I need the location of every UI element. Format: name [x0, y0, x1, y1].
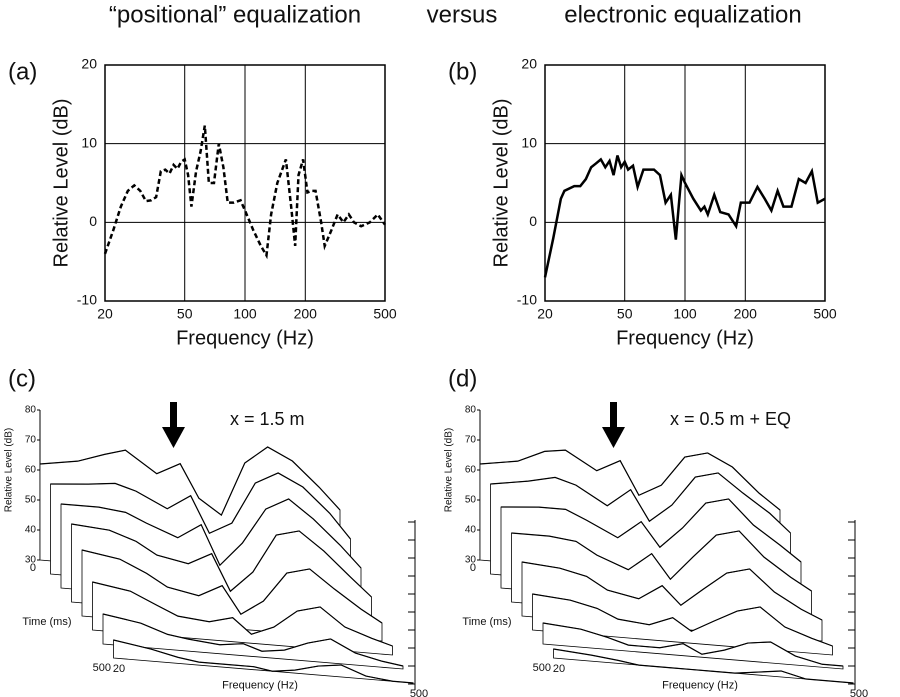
- y-tick-label: 0: [89, 213, 97, 229]
- z-tick-label: 80: [25, 405, 37, 416]
- y-tick-label: 20: [521, 56, 537, 72]
- slice-line: [60, 498, 362, 569]
- slice-line: [490, 472, 791, 534]
- arrow-shaft: [170, 402, 177, 428]
- time-axis-label: Time (ms): [22, 616, 71, 628]
- x-tick-label: 100: [233, 306, 257, 322]
- slice-line: [553, 648, 854, 684]
- x-tick-label: 20: [97, 306, 113, 322]
- z-tick-label: 60: [465, 465, 477, 476]
- y-tick-label: 0: [529, 213, 537, 229]
- data-line: [543, 155, 826, 278]
- slice-line: [71, 523, 372, 598]
- arrow-head: [162, 427, 185, 448]
- annotation: x = 0.5 m + EQ: [670, 409, 791, 429]
- y-axis-label: Relative Level (dB): [4, 428, 15, 512]
- z-tick-label: 50: [25, 495, 37, 506]
- z-tick-label: 50: [465, 495, 477, 506]
- header-right: electronic equalization: [564, 1, 801, 28]
- x-axis-label: Frequency (Hz): [176, 327, 314, 349]
- y-tick-label: 10: [81, 134, 97, 150]
- y-axis-label: Relative Level (dB): [50, 99, 72, 268]
- y-tick-label: -10: [517, 292, 537, 308]
- x-tick-label: 50: [617, 306, 633, 322]
- slice-line: [81, 549, 383, 624]
- time-tick-label: 0: [470, 562, 476, 574]
- plot-frame: [544, 64, 826, 302]
- panel-label: (d): [448, 365, 477, 392]
- header-left: “positional” equalization: [109, 1, 361, 28]
- z-tick-label: 70: [465, 435, 477, 446]
- annotation: x = 1.5 m: [230, 409, 305, 429]
- data-line: [103, 125, 387, 260]
- plot-frame: [104, 64, 386, 302]
- slice-line: [39, 446, 341, 517]
- y-tick-label: -10: [77, 292, 97, 308]
- x-tick-label: 50: [177, 306, 193, 322]
- y-axis-label: Relative Level (dB): [490, 99, 512, 268]
- x-axis-label: Frequency (Hz): [222, 679, 298, 691]
- z-tick-label: 70: [25, 435, 37, 446]
- slice-line: [542, 622, 844, 667]
- x-tick-label: 20: [553, 663, 565, 675]
- y-tick-label: 20: [81, 56, 97, 72]
- x-tick-label: 500: [373, 306, 397, 322]
- z-tick-label: 60: [25, 465, 37, 476]
- x-tick-label: 100: [673, 306, 697, 322]
- x-axis-label: Frequency (Hz): [662, 679, 738, 691]
- z-tick-label: 30: [465, 555, 477, 566]
- x-tick-label: 500: [410, 688, 428, 697]
- arrow-head: [602, 427, 625, 448]
- slice-line: [500, 498, 802, 563]
- arrow-shaft: [610, 402, 617, 428]
- slice-line: [479, 449, 781, 511]
- x-tick-label: 200: [294, 306, 318, 322]
- time-tick-label: 0: [30, 562, 36, 574]
- header-middle: versus: [427, 1, 498, 28]
- x-tick-label: 20: [537, 306, 553, 322]
- panel-label: (a): [8, 58, 37, 85]
- x-tick-label: 20: [113, 663, 125, 675]
- z-tick-label: 30: [25, 555, 37, 566]
- slice-line: [102, 613, 404, 667]
- slice-line: [532, 593, 833, 647]
- z-tick-label: 80: [465, 405, 477, 416]
- time-axis-label: Time (ms): [462, 616, 511, 628]
- time-tick-label: 500: [93, 662, 111, 674]
- x-tick-label: 500: [850, 688, 868, 697]
- z-tick-label: 40: [25, 525, 37, 536]
- time-tick-label: 500: [533, 662, 551, 674]
- slice-line: [511, 530, 812, 592]
- y-axis-label: Relative Level (dB): [444, 428, 455, 512]
- x-tick-label: 200: [734, 306, 758, 322]
- y-tick-label: 10: [521, 134, 537, 150]
- x-tick-label: 500: [813, 306, 837, 322]
- panel-label: (b): [448, 58, 477, 85]
- slice-line: [50, 472, 351, 540]
- slice-line: [113, 639, 414, 684]
- x-axis-label: Frequency (Hz): [616, 327, 754, 349]
- z-tick-label: 40: [465, 525, 477, 536]
- slice-line: [92, 581, 393, 647]
- panel-label: (c): [8, 365, 36, 392]
- slice-line: [521, 561, 823, 621]
